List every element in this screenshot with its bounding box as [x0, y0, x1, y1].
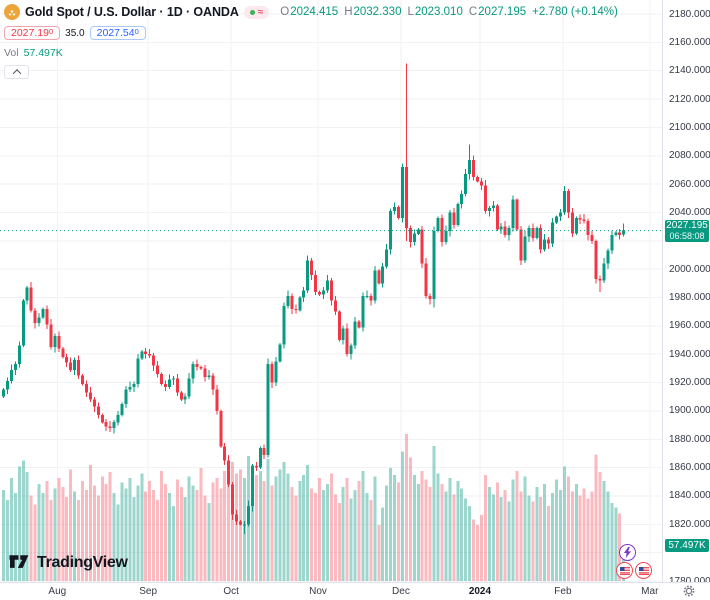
- time-axis-label: Mar: [641, 586, 659, 597]
- market-status-pill[interactable]: ≈: [243, 5, 270, 19]
- collapse-legend-button[interactable]: [4, 65, 29, 79]
- buy-button[interactable]: 2027.54 0: [89, 26, 146, 40]
- current-price-label: 2027.195 06:58:08: [665, 219, 709, 242]
- us-flag-event-icon[interactable]: [616, 562, 633, 579]
- sell-price: 2027.19: [11, 27, 49, 39]
- close-key: C: [468, 6, 478, 18]
- buy-price: 2027.54: [96, 27, 135, 39]
- price-axis-label: 2160.000: [669, 36, 710, 48]
- price-chart-pane[interactable]: [0, 0, 662, 582]
- volume-axis-label: 57.497K: [665, 539, 709, 553]
- price-axis-label: 1840.000: [669, 490, 710, 502]
- open-key: O: [280, 6, 290, 18]
- price-axis-label: 1820.000: [669, 518, 710, 530]
- price-axis-label: 2100.000: [669, 121, 710, 133]
- buy-price-pip: 0: [134, 27, 139, 36]
- price-axis-label: 2140.000: [669, 65, 710, 77]
- bar-close-countdown: 06:58:08: [669, 230, 705, 241]
- close-value: 2027.195: [478, 6, 527, 18]
- tradingview-mark-icon: [9, 555, 29, 568]
- tradingview-logo-text: TradingView: [37, 553, 128, 571]
- grid-lines: [0, 0, 662, 582]
- high-value: 2032.330: [353, 6, 402, 18]
- time-axis-label: Nov: [309, 586, 327, 597]
- chevron-up-icon: [12, 69, 21, 78]
- market-open-dot-icon: [249, 9, 255, 15]
- price-axis-label: 2120.000: [669, 93, 710, 105]
- price-axis[interactable]: 2180.000 2160.000 2140.000 2120.000 2100.000…: [662, 0, 710, 587]
- price-axis-label: 2000.000: [669, 263, 710, 275]
- gold-symbol-icon: [4, 4, 20, 20]
- time-axis-label: Oct: [223, 586, 239, 597]
- us-flag-event-icon[interactable]: [635, 562, 652, 579]
- sell-button[interactable]: 2027.19 0: [4, 26, 61, 40]
- tradingview-logo[interactable]: TradingView: [9, 553, 128, 572]
- time-axis-label: Sep: [139, 586, 158, 597]
- sell-price-pip: 0: [48, 27, 54, 36]
- time-axis-label: 2024: [468, 586, 492, 597]
- price-axis-label: 2180.000: [669, 8, 710, 20]
- time-axis-label: Feb: [554, 586, 572, 597]
- price-axis-label: 1780.000: [669, 575, 710, 587]
- price-axis-label: 2080.000: [669, 150, 710, 162]
- ohlc-readout: O2024.415 H2032.330 L2023.010 C2027.195 …: [280, 6, 618, 18]
- candlestick-series: [2, 63, 626, 535]
- volume-indicator-value: 57.497K: [23, 47, 63, 59]
- volume-series: [2, 434, 626, 582]
- change-value: +2.780 (+0.14%): [532, 6, 618, 18]
- price-axis-label: 1860.000: [669, 462, 710, 474]
- spread-value: 35.0: [65, 27, 85, 39]
- volume-indicator-label[interactable]: Vol: [4, 47, 19, 59]
- open-value: 2024.415: [290, 6, 339, 18]
- price-axis-label: 1880.000: [669, 433, 710, 445]
- time-axis[interactable]: Aug Sep Oct Nov Dec 2024 Feb Mar: [0, 582, 710, 600]
- time-axis-label: Aug: [48, 586, 67, 597]
- lightning-event-icon[interactable]: [619, 544, 636, 561]
- gear-icon[interactable]: [683, 585, 695, 597]
- price-axis-label: 2060.000: [669, 178, 710, 190]
- price-axis-label: 1920.000: [669, 377, 710, 389]
- symbol-title[interactable]: Gold Spot / U.S. Dollar · 1D · OANDA: [25, 5, 239, 19]
- low-key: L: [407, 6, 414, 18]
- current-price-value: 2027.195: [666, 219, 708, 231]
- delayed-data-icon: ≈: [257, 6, 264, 18]
- time-axis-label: Dec: [392, 586, 410, 597]
- price-axis-label: 2040.000: [669, 206, 710, 218]
- low-value: 2023.010: [414, 6, 463, 18]
- price-axis-label: 1980.000: [669, 292, 710, 303]
- high-key: H: [344, 6, 353, 18]
- chart-legend: Gold Spot / U.S. Dollar · 1D · OANDA ≈ O…: [4, 3, 618, 79]
- price-axis-label: 1960.000: [669, 320, 710, 332]
- price-axis-label: 1900.000: [669, 405, 710, 417]
- price-axis-label: 1940.000: [669, 348, 710, 360]
